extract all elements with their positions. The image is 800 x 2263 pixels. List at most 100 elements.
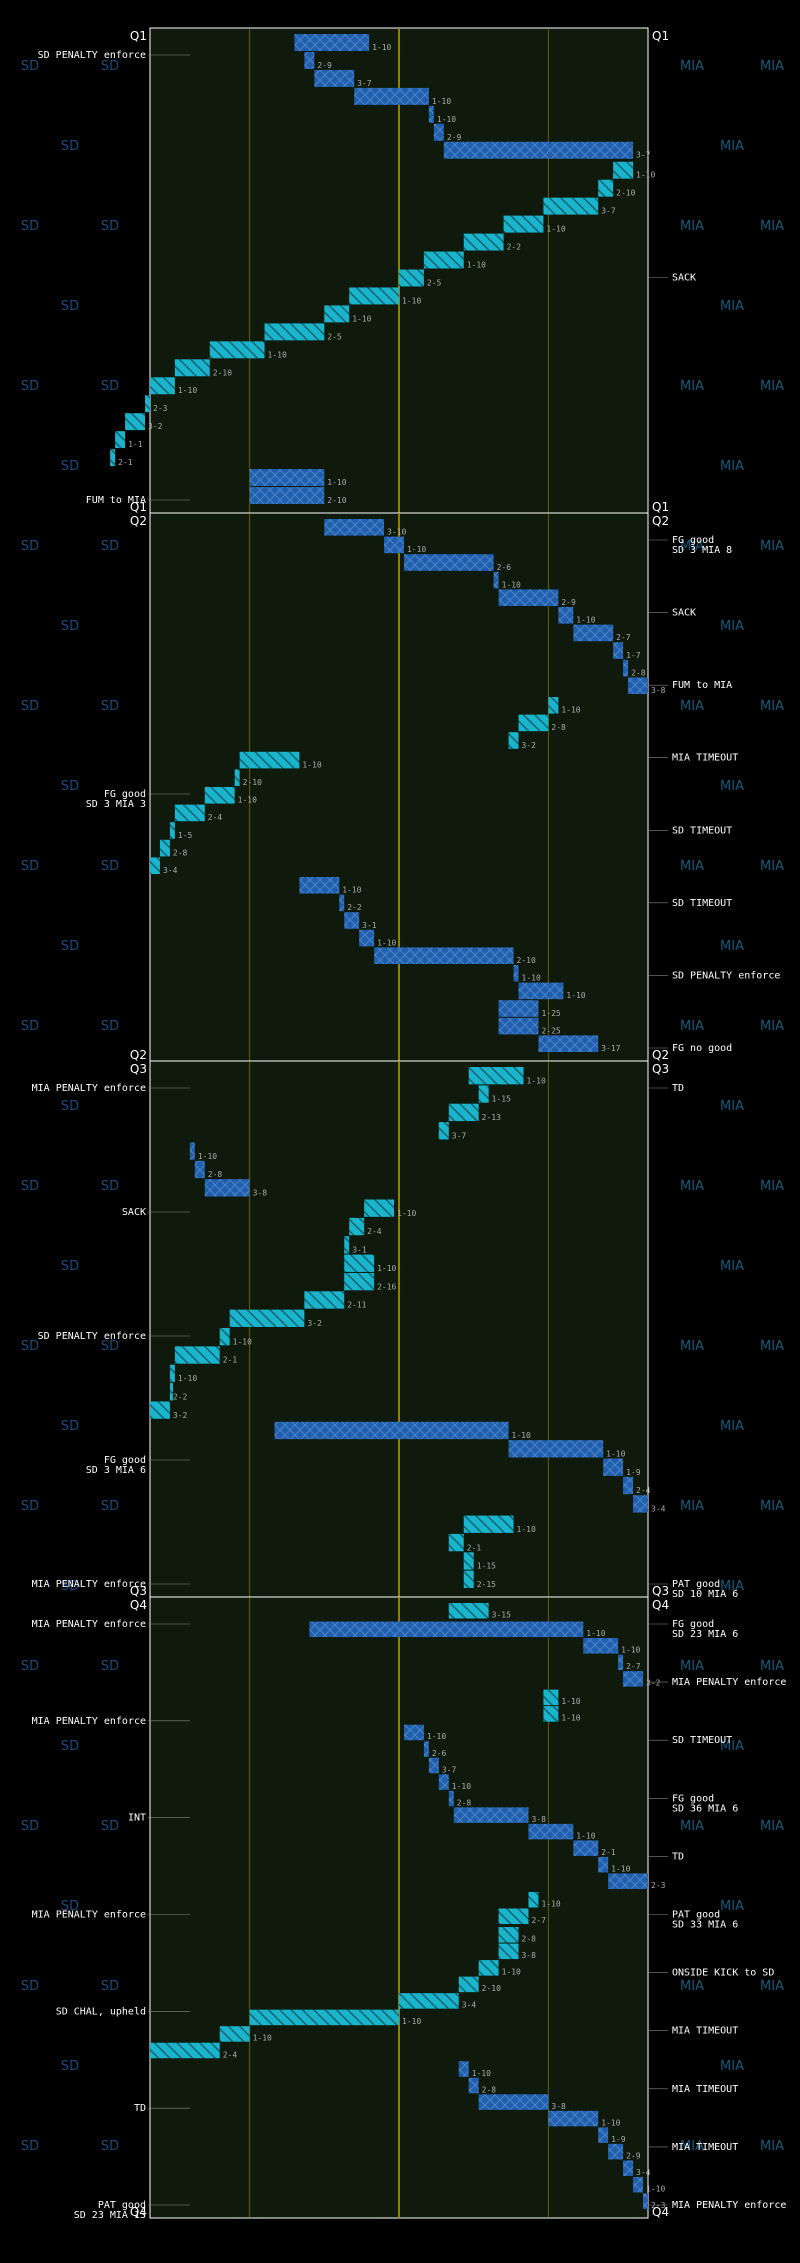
watermark-sd: SD	[61, 1099, 79, 1114]
down-distance-label: 2-3	[153, 404, 168, 413]
watermark-mia: MIA	[720, 1579, 744, 1594]
down-distance-label: 2-16	[377, 1282, 396, 1291]
play-bar-pattern	[194, 1160, 205, 1179]
event-label: MIA PENALTY enforce	[32, 1619, 146, 1630]
watermark-mia: MIA	[760, 859, 784, 874]
down-distance-label: 2-4	[223, 2050, 238, 2059]
quarter-label: Q3	[652, 1062, 669, 1076]
play-bar-pattern	[423, 1741, 429, 1757]
down-distance-label: 1-10	[512, 1431, 531, 1440]
play-bar-pattern	[219, 1328, 230, 1346]
down-distance-label: 1-10	[611, 1864, 630, 1873]
down-distance-label: 2-6	[432, 1749, 447, 1758]
play-bar-pattern	[463, 1515, 514, 1533]
watermark-sd: SD	[21, 1659, 39, 1674]
play-bar-pattern	[204, 787, 235, 804]
watermark-mia: MIA	[680, 219, 704, 234]
play-bar-pattern	[458, 2061, 469, 2077]
play-bar-pattern	[613, 161, 634, 179]
quarter-label: Q3	[652, 1584, 669, 1598]
watermark-mia: MIA	[680, 539, 704, 554]
play-bar-pattern	[239, 751, 300, 769]
drive: 1-10 2-10	[249, 469, 347, 505]
down-distance-label: 2-1	[118, 458, 133, 467]
score-label: SD 33 MIA 6	[672, 1920, 738, 1931]
down-distance-label: 3-1	[362, 921, 377, 930]
event-label: SACK	[672, 608, 696, 619]
watermark-sd: SD	[101, 699, 119, 714]
drive: 1-10 1-10 2-7 3-2	[309, 1621, 661, 1688]
event-label: PAT good	[98, 2200, 146, 2211]
event-label: SD PENALTY enforce	[672, 970, 780, 981]
play-bar-pattern	[169, 1383, 173, 1401]
play-bar-pattern	[384, 536, 404, 554]
down-distance-label: 1-10	[407, 545, 426, 554]
play-bar-pattern	[234, 769, 240, 786]
play-bar-pattern	[433, 123, 444, 141]
down-distance-label: 2-1	[467, 1543, 482, 1552]
down-distance-label: 2-10	[616, 189, 635, 198]
play-bar-pattern	[468, 2077, 479, 2094]
drive: 1-10 1-15 2-13 3-7	[438, 1067, 546, 1140]
play-bar-pattern	[453, 1807, 529, 1823]
play-bar-pattern	[618, 1654, 624, 1671]
down-distance-label: 1-10	[546, 225, 565, 234]
play-bar-pattern	[304, 1291, 345, 1309]
down-distance-label: 2-8	[208, 1170, 223, 1179]
watermark-sd: SD	[101, 1819, 119, 1834]
down-distance-label: 2-10	[517, 956, 536, 965]
play-bar-pattern	[344, 1272, 375, 1291]
down-distance-label: 2-13	[482, 1113, 501, 1122]
down-distance-label: 3-1	[352, 1246, 367, 1255]
drive: 1-10 2-6 3-7 1-10 2-8 3-8 1-10 2-1 1-10 2-3	[403, 1724, 666, 1890]
event-label: SD CHAL, upheld	[56, 2006, 146, 2017]
play-bar-pattern	[508, 1440, 604, 1458]
play-bar-pattern	[339, 894, 345, 912]
event-label: MIA TIMEOUT	[672, 2026, 738, 2037]
play-bar-pattern	[633, 1495, 648, 1513]
watermark-sd: SD	[61, 1259, 79, 1274]
play-bar-pattern	[608, 1873, 648, 1889]
watermark-mia: MIA	[720, 139, 744, 154]
down-distance-label: 1-10	[467, 261, 486, 270]
drive: 1-102-23-11-102-101-101-101-252-253-17	[299, 877, 621, 1053]
watermark-sd: SD	[61, 1579, 79, 1594]
watermark-sd: SD	[21, 859, 39, 874]
play-bar-pattern	[150, 377, 175, 395]
event-label: PAT good	[672, 1579, 720, 1590]
down-distance-label: 2-1	[223, 1356, 238, 1365]
down-distance-label: 1-10	[502, 580, 521, 589]
watermark-sd: SD	[21, 219, 39, 234]
watermark-sd: SD	[61, 939, 79, 954]
play-bar-pattern	[438, 1774, 449, 1790]
down-distance-label: 2-3	[651, 2201, 666, 2210]
watermark-mia: MIA	[720, 1099, 744, 1114]
quarter-label: Q1	[652, 500, 669, 514]
drive: 3-15	[448, 1603, 511, 1620]
watermark-sd: SD	[61, 619, 79, 634]
quarter-label: Q3	[130, 1584, 147, 1598]
score-label: SD 10 MIA 6	[672, 1589, 738, 1600]
down-distance-label: 3-2	[148, 422, 163, 431]
down-distance-label: 1-9	[611, 2135, 626, 2144]
down-distance-label: 2-2	[347, 903, 362, 912]
down-distance-label: 3-4	[651, 1505, 666, 1514]
play-bar-pattern	[458, 1976, 479, 1993]
play-bar-pattern	[548, 697, 559, 714]
down-distance-label: 1-10	[402, 2017, 421, 2026]
watermark-sd: SD	[61, 299, 79, 314]
play-bar-pattern	[498, 1000, 539, 1017]
watermark-sd: SD	[21, 59, 39, 74]
down-distance-label: 2-8	[457, 1798, 472, 1807]
play-bar-pattern	[518, 714, 549, 732]
down-distance-label: 2-5	[327, 332, 342, 341]
quarter-label: Q3	[130, 1062, 147, 1076]
play-bar-pattern	[478, 1085, 489, 1103]
play-bar-pattern	[493, 571, 499, 589]
watermark-mia: MIA	[680, 1819, 704, 1834]
watermark-mia: MIA	[720, 2059, 744, 2074]
watermark-sd: SD	[61, 139, 79, 154]
play-bar-pattern	[349, 287, 399, 305]
quarter-label: Q4	[130, 1598, 147, 1612]
watermark-mia: MIA	[680, 1179, 704, 1194]
